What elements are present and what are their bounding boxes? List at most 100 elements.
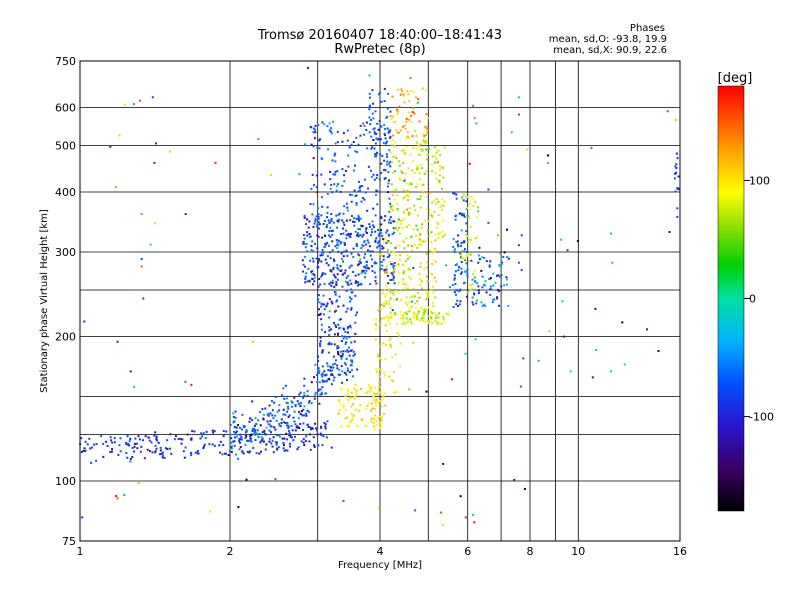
data-point [147, 436, 150, 439]
data-point [357, 216, 360, 218]
data-point [237, 457, 240, 460]
data-point [269, 412, 272, 415]
data-point [305, 272, 308, 275]
data-point [421, 223, 424, 226]
data-point [303, 391, 306, 394]
data-point [359, 404, 362, 406]
data-point [317, 285, 320, 288]
data-point [428, 192, 431, 195]
data-point [413, 172, 416, 175]
data-point [358, 254, 361, 257]
data-point [455, 289, 458, 292]
data-point [336, 247, 339, 250]
data-point [365, 392, 368, 394]
data-point [299, 413, 302, 415]
data-point [381, 264, 384, 267]
data-point [386, 241, 389, 243]
data-point [379, 357, 381, 360]
data-point [431, 263, 434, 266]
data-point [273, 426, 276, 429]
data-point [336, 141, 339, 144]
data-point [346, 367, 349, 370]
data-point [402, 271, 405, 274]
data-point [407, 211, 410, 214]
data-point [334, 245, 337, 248]
data-point [523, 487, 526, 490]
data-point [383, 168, 385, 171]
data-point [381, 247, 384, 250]
data-point [496, 297, 499, 300]
data-point [320, 214, 323, 217]
data-point [332, 120, 334, 123]
data-point [415, 134, 418, 137]
data-point [304, 265, 306, 268]
data-point [372, 207, 375, 210]
data-point [311, 257, 314, 260]
data-point [316, 381, 319, 384]
data-point [401, 172, 404, 174]
data-point [353, 353, 356, 356]
data-point [326, 223, 329, 226]
data-point [496, 296, 498, 299]
data-point [384, 127, 386, 130]
data-point [339, 402, 342, 405]
data-point [412, 287, 415, 290]
data-point [611, 261, 614, 264]
data-point [318, 402, 321, 405]
data-point [347, 399, 350, 402]
data-point [374, 132, 377, 135]
data-point [173, 438, 176, 441]
data-point [477, 261, 480, 264]
data-point [322, 303, 325, 306]
data-point [326, 255, 329, 258]
grid-layer [79, 61, 681, 541]
data-point [442, 235, 444, 238]
data-point [401, 314, 404, 317]
data-point [389, 291, 392, 294]
data-point [337, 250, 340, 253]
data-point [466, 251, 468, 253]
data-point [362, 122, 365, 125]
data-point [293, 420, 296, 423]
data-point [407, 269, 409, 271]
data-point [478, 246, 481, 249]
data-point [333, 183, 336, 186]
data-point [415, 96, 417, 99]
data-point [590, 147, 593, 150]
data-point [341, 140, 344, 143]
data-point [230, 446, 233, 449]
data-point [263, 431, 265, 434]
data-point [332, 363, 334, 366]
data-point [317, 207, 320, 210]
data-point [383, 392, 386, 395]
data-point [321, 349, 324, 352]
data-point [318, 371, 321, 374]
data-point [361, 235, 363, 238]
data-point [291, 405, 293, 408]
data-point [322, 380, 325, 383]
y-tick-label: 400 [55, 186, 76, 199]
data-point [308, 235, 311, 238]
data-point [425, 207, 428, 210]
data-point [346, 139, 349, 142]
data-point [425, 195, 428, 198]
data-point [317, 258, 320, 260]
data-point [302, 441, 305, 444]
data-point [344, 330, 347, 333]
data-point [377, 355, 379, 358]
data-point [335, 283, 338, 286]
data-point [311, 173, 314, 176]
data-point [452, 192, 454, 195]
data-point [270, 174, 272, 176]
data-point [303, 384, 306, 387]
data-point [675, 152, 678, 155]
data-point [457, 305, 459, 308]
data-point [128, 444, 131, 447]
data-point [159, 446, 162, 449]
data-point [386, 274, 389, 277]
data-point [442, 315, 445, 318]
data-point [266, 420, 269, 423]
data-point [478, 292, 480, 294]
data-point [436, 322, 439, 325]
data-point [357, 273, 360, 276]
